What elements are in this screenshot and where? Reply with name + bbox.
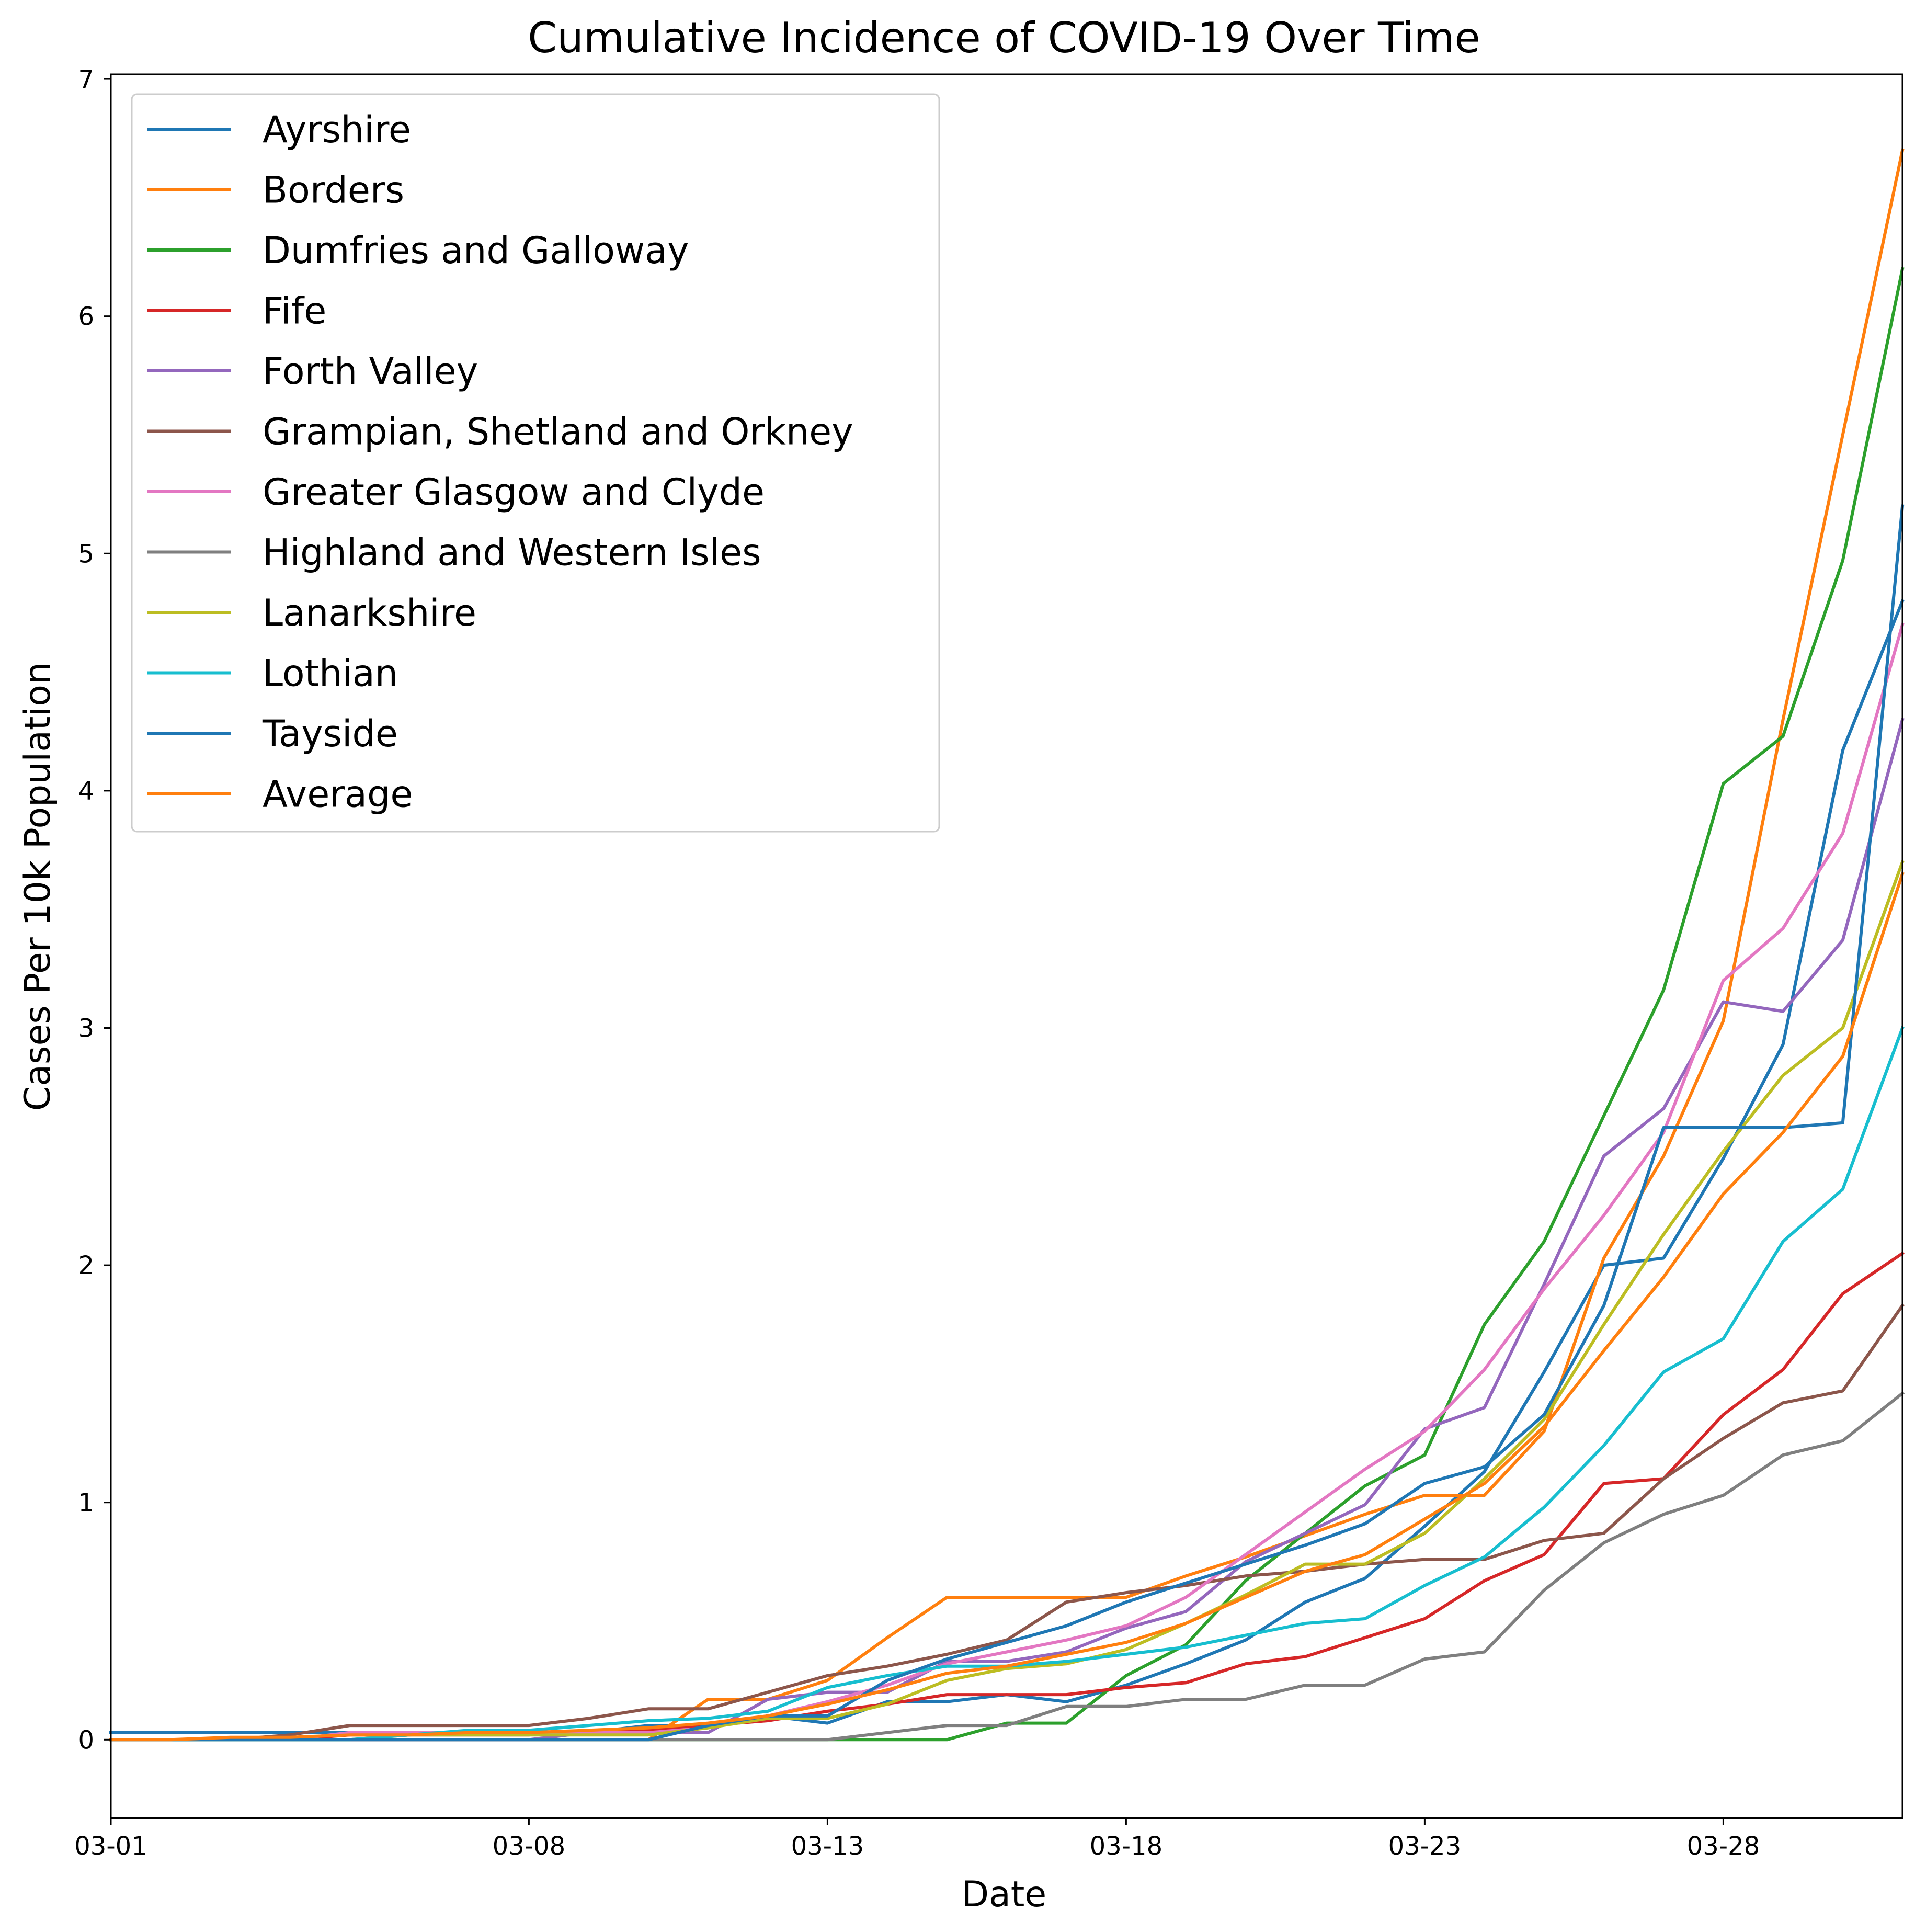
y-tick-label: 5 [78, 539, 94, 569]
y-tick-label: 6 [78, 302, 94, 332]
series-line-grampian-shetland-and-orkney [109, 1303, 1905, 1742]
legend-label: Ayrshire [263, 108, 411, 151]
legend-label: Greater Glasgow and Clyde [263, 471, 765, 514]
x-tick-label: 03-18 [1090, 1832, 1162, 1861]
x-axis: 03-01 03-08 03-13 03-18 03-23 03-28 [74, 1818, 1760, 1861]
legend-label: Fife [263, 290, 326, 333]
series-line-tayside [109, 504, 1905, 1742]
x-tick-label: 03-08 [493, 1832, 565, 1861]
legend-label: Average [263, 773, 413, 816]
y-tick-label: 7 [78, 65, 94, 94]
series-line-greater-glasgow-and-clyde [109, 622, 1905, 1742]
x-axis-label: Date [962, 1874, 1047, 1915]
y-axis: 0 1 2 3 4 5 6 7 [78, 65, 111, 1755]
series-line-lanarkshire [109, 860, 1905, 1742]
y-tick-label: 3 [78, 1014, 94, 1043]
x-tick-label: 03-28 [1687, 1832, 1760, 1861]
y-tick-label: 1 [78, 1488, 94, 1518]
series-line-average [109, 871, 1905, 1742]
x-tick-label: 03-13 [791, 1832, 864, 1861]
legend-label: Highland and Western Isles [263, 531, 761, 574]
y-tick-label: 4 [78, 777, 94, 806]
plot-frame [110, 73, 1903, 1819]
legend-label: Grampian, Shetland and Orkney [263, 411, 853, 453]
legend-label: Lanarkshire [263, 592, 476, 634]
series-line-forth-valley [109, 718, 1905, 1742]
series-line-lothian [109, 1026, 1905, 1742]
legend-label: Lothian [263, 652, 398, 695]
legend-label: Forth Valley [263, 350, 478, 393]
legend-label: Dumfries and Galloway [263, 229, 689, 272]
plot-area [109, 148, 1905, 1742]
chart-title: Cumulative Incidence of COVID-19 Over Ti… [528, 14, 1480, 62]
y-axis-label: Cases Per 10k Population [17, 662, 59, 1111]
x-tick-label: 03-23 [1388, 1832, 1461, 1861]
series-line-highland-and-western-isles [109, 1391, 1905, 1742]
chart-legend: Ayrshire Borders Dumfries and Galloway Fife… [131, 93, 940, 833]
legend-box [131, 93, 940, 833]
legend-label: Borders [263, 169, 404, 212]
y-tick-label: 2 [78, 1251, 94, 1280]
x-tick-label: 03-01 [74, 1832, 147, 1861]
legend-label: Tayside [262, 712, 398, 755]
y-tick-label: 0 [78, 1725, 94, 1755]
